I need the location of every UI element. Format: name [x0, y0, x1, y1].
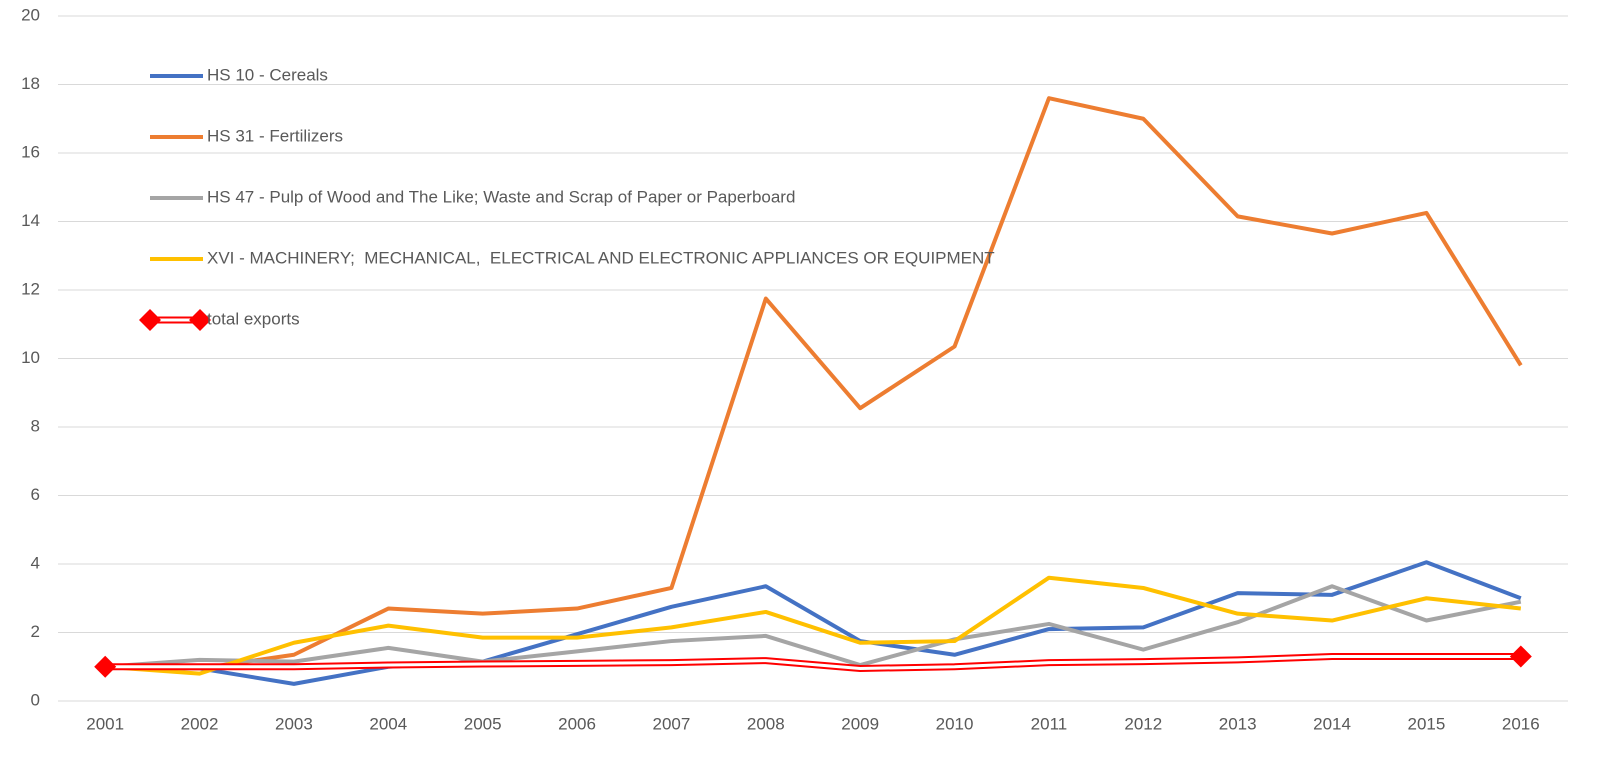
x-tick-label: 2016	[1502, 714, 1540, 733]
legend-label: HS 10 - Cereals	[207, 65, 328, 84]
y-tick-label: 10	[21, 348, 40, 367]
series-line-inner	[105, 654, 1521, 670]
x-tick-label: 2002	[181, 714, 219, 733]
marker	[139, 309, 161, 331]
x-tick-label: 2009	[841, 714, 879, 733]
legend-label: XVI - MACHINERY; MECHANICAL, ELECTRICAL …	[207, 248, 995, 267]
y-tick-label: 8	[31, 416, 40, 435]
marker	[189, 309, 211, 331]
legend-label: total exports	[207, 309, 300, 328]
x-tick-label: 2012	[1124, 714, 1162, 733]
x-tick-label: 2013	[1219, 714, 1257, 733]
y-tick-label: 4	[31, 553, 40, 572]
series-line	[105, 575, 1522, 676]
series-line	[105, 584, 1522, 669]
x-tick-label: 2010	[936, 714, 974, 733]
legend-label: HS 31 - Fertilizers	[207, 126, 343, 145]
y-tick-label: 14	[21, 211, 40, 230]
y-tick-label: 0	[31, 690, 40, 709]
x-tick-label: 2015	[1408, 714, 1446, 733]
x-tick-label: 2004	[369, 714, 407, 733]
x-tick-label: 2006	[558, 714, 596, 733]
x-tick-label: 2008	[747, 714, 785, 733]
series-line	[105, 96, 1523, 671]
x-tick-label: 2005	[464, 714, 502, 733]
y-tick-label: 16	[21, 142, 40, 161]
y-tick-label: 6	[31, 485, 40, 504]
y-tick-label: 20	[21, 5, 40, 24]
legend-label: HS 47 - Pulp of Wood and The Like; Waste…	[207, 187, 795, 206]
y-tick-label: 12	[21, 279, 40, 298]
y-tick-label: 2	[31, 622, 40, 641]
marker	[1509, 645, 1532, 668]
x-tick-label: 2014	[1313, 714, 1351, 733]
x-tick-label: 2011	[1031, 714, 1068, 733]
y-tick-label: 18	[21, 74, 40, 93]
series-line	[105, 560, 1522, 686]
marker	[94, 655, 117, 678]
x-tick-label: 2003	[275, 714, 313, 733]
x-tick-label: 2001	[86, 714, 124, 733]
x-tick-label: 2007	[653, 714, 691, 733]
